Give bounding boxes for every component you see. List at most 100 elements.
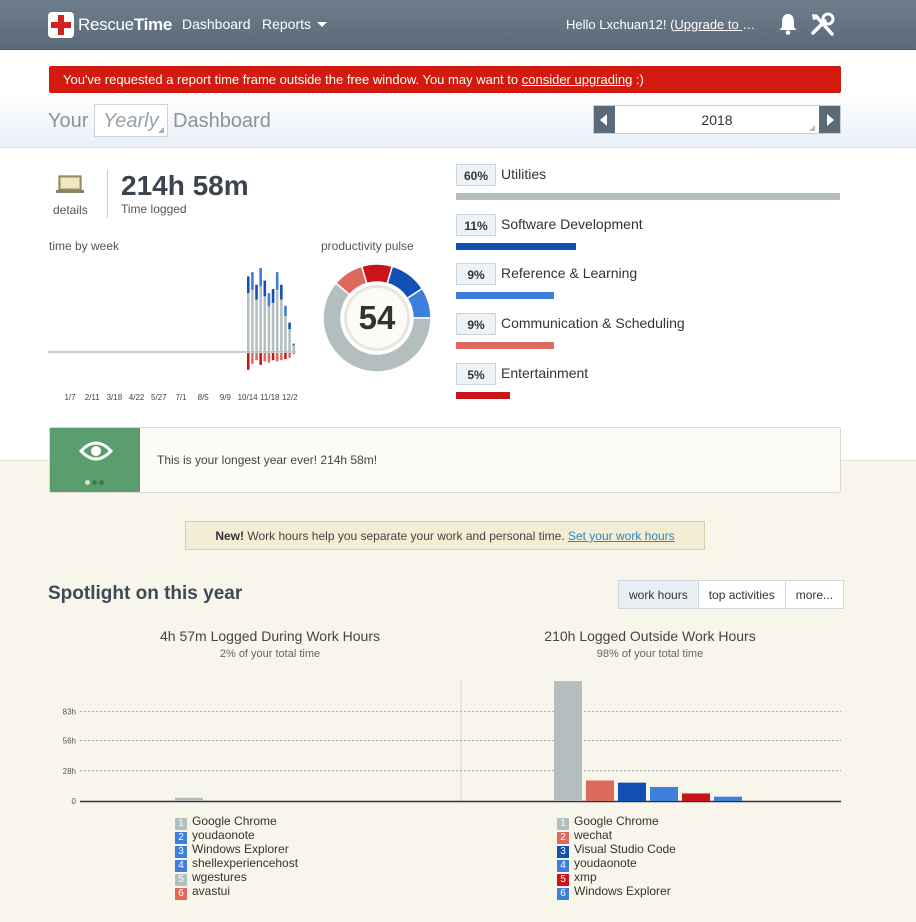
week-tick-label: 8/5 bbox=[198, 393, 210, 402]
work-hours-legend: 1 Google Chrome 2 youdaonote 3 Windows Explor… bbox=[175, 814, 298, 900]
rescuetime-logo[interactable]: RescueTime bbox=[48, 12, 172, 38]
week-tick-label: 3/18 bbox=[107, 393, 123, 402]
category-name[interactable]: Entertainment bbox=[501, 364, 589, 381]
legend-item[interactable]: 4 youdaonote bbox=[557, 856, 676, 872]
week-bar-productive-top bbox=[280, 284, 283, 300]
legend-item[interactable]: 2 youdaonote bbox=[175, 828, 298, 844]
productivity-pulse-donut: 54 bbox=[322, 263, 432, 373]
y-tick-label: 83h bbox=[63, 707, 76, 716]
week-bar-productive-top bbox=[271, 289, 275, 303]
week-bar-productive bbox=[251, 272, 254, 352]
legend-label: Windows Explorer bbox=[574, 884, 671, 898]
week-bar-productive bbox=[259, 268, 262, 352]
legend-rank: 6 bbox=[557, 888, 569, 900]
week-bar-distracting bbox=[271, 353, 275, 361]
legend-label: avastui bbox=[192, 884, 231, 898]
activity-bar[interactable] bbox=[586, 780, 614, 801]
tab-more[interactable]: more... bbox=[795, 588, 834, 602]
legend-label: wgestures bbox=[192, 870, 247, 884]
category-percent: 9% bbox=[456, 313, 496, 336]
legend-label: Google Chrome bbox=[192, 814, 277, 828]
category-percent: 60% bbox=[456, 164, 496, 186]
week-bar-productive bbox=[280, 284, 283, 352]
week-bar-distracting bbox=[288, 353, 291, 358]
category-name[interactable]: Reference & Learning bbox=[501, 265, 638, 282]
legend-item[interactable]: 1 Google Chrome bbox=[557, 814, 676, 830]
week-tick-label: 4/22 bbox=[129, 393, 145, 402]
spotlight-tabs: work hours top activities more... bbox=[618, 580, 845, 609]
tools-icon[interactable] bbox=[810, 12, 836, 38]
bell-icon[interactable] bbox=[778, 13, 798, 35]
category-bar bbox=[456, 292, 554, 300]
user-greeting: Hello Lxchuan12! (Upgrade to Pre... bbox=[566, 17, 758, 32]
category-name[interactable]: Utilities bbox=[501, 166, 547, 182]
banner-pager[interactable] bbox=[85, 472, 106, 490]
y-tick-label: 56h bbox=[63, 737, 76, 746]
week-bar-distracting bbox=[247, 353, 250, 370]
upgrade-alert: You've requested a report time frame out… bbox=[49, 66, 841, 93]
week-bar-productive-top bbox=[275, 272, 279, 290]
legend-rank: 1 bbox=[175, 818, 187, 830]
legend-item[interactable]: 6 Windows Explorer bbox=[557, 884, 676, 900]
week-tick-label: 9/9 bbox=[220, 393, 232, 402]
week-bar-productive bbox=[263, 280, 267, 352]
outside-hours-title: 210h Logged Outside Work Hours bbox=[544, 628, 756, 644]
tab-top-activities[interactable]: top activities bbox=[699, 581, 786, 608]
category-name[interactable]: Software Development bbox=[501, 215, 643, 232]
title-dashboard: Dashboard bbox=[173, 110, 271, 132]
nav-dashboard-link[interactable]: Dashboard bbox=[182, 16, 251, 32]
pulse-segment bbox=[334, 265, 368, 296]
upgrade-link[interactable]: Upgrade to Pre... bbox=[674, 17, 758, 32]
period-select[interactable]: Yearly bbox=[94, 104, 168, 137]
legend-item[interactable]: 6 avastui bbox=[175, 884, 298, 900]
legend-item[interactable]: 4 shellexperiencehost bbox=[175, 856, 298, 872]
legend-rank: 3 bbox=[557, 846, 569, 858]
legend-item[interactable]: 3 Windows Explorer bbox=[175, 842, 298, 858]
activity-bar[interactable] bbox=[714, 796, 742, 801]
category-bar bbox=[456, 193, 840, 200]
outside-hours-legend: 1 Google Chrome 2 wechat 3 Visual Studio Code… bbox=[557, 814, 676, 900]
work-hours-subtitle: 2% of your total time bbox=[219, 648, 321, 660]
next-year-button[interactable] bbox=[819, 106, 840, 133]
activity-bar[interactable] bbox=[650, 786, 678, 801]
consider-upgrading-link[interactable]: consider upgrading bbox=[521, 72, 633, 87]
chevron-down-icon bbox=[317, 22, 328, 27]
previous-year-button[interactable] bbox=[594, 106, 615, 133]
activity-bar[interactable] bbox=[618, 782, 646, 801]
pulse-center-inner bbox=[347, 288, 407, 348]
legend-item[interactable]: 5 wgestures bbox=[175, 870, 298, 886]
week-bar-distracting bbox=[280, 353, 283, 361]
spotlight-bar-chart: 83h 56h 28h 0 bbox=[63, 680, 841, 806]
nav-reports-menu[interactable]: Reports bbox=[262, 16, 328, 32]
week-bar-productive bbox=[275, 272, 279, 352]
week-bar-productive-top bbox=[288, 322, 291, 330]
set-work-hours-link[interactable]: Set your work hours bbox=[567, 529, 675, 543]
week-bar-productive bbox=[247, 276, 250, 352]
legend-item[interactable]: 1 Google Chrome bbox=[175, 814, 298, 830]
week-bar-productive bbox=[284, 305, 287, 352]
logo-cross-icon bbox=[48, 12, 74, 38]
activity-bar[interactable] bbox=[554, 681, 582, 801]
category-name[interactable]: Communication & Scheduling bbox=[501, 315, 685, 332]
week-bar-productive-top bbox=[259, 268, 262, 287]
activity-bar[interactable] bbox=[682, 793, 710, 801]
divider bbox=[107, 170, 108, 218]
week-tick-label: 5/27 bbox=[151, 393, 167, 402]
work-hours-title: 4h 57m Logged During Work Hours bbox=[160, 628, 380, 644]
laptop-icon[interactable] bbox=[56, 175, 84, 195]
work-hours-notice: New! Work hours help you separate your w… bbox=[185, 521, 705, 550]
week-bar-productive-top bbox=[292, 343, 295, 346]
total-time: 214h 58m bbox=[121, 170, 249, 201]
week-bar-distracting bbox=[259, 353, 262, 365]
activity-bar[interactable] bbox=[175, 797, 203, 801]
legend-item[interactable]: 5 xmp bbox=[557, 870, 676, 886]
year-select[interactable]: 2018 bbox=[615, 112, 819, 131]
legend-item[interactable]: 2 wechat bbox=[557, 828, 676, 844]
week-bar-distracting bbox=[292, 353, 295, 355]
details-link[interactable]: details bbox=[53, 203, 88, 217]
outside-hours-subtitle: 98% of your total time bbox=[596, 648, 704, 660]
week-bar-distracting bbox=[275, 353, 279, 362]
legend-rank: 4 bbox=[557, 860, 569, 872]
legend-item[interactable]: 3 Visual Studio Code bbox=[557, 842, 676, 858]
tab-work-hours[interactable]: work hours bbox=[619, 581, 699, 608]
